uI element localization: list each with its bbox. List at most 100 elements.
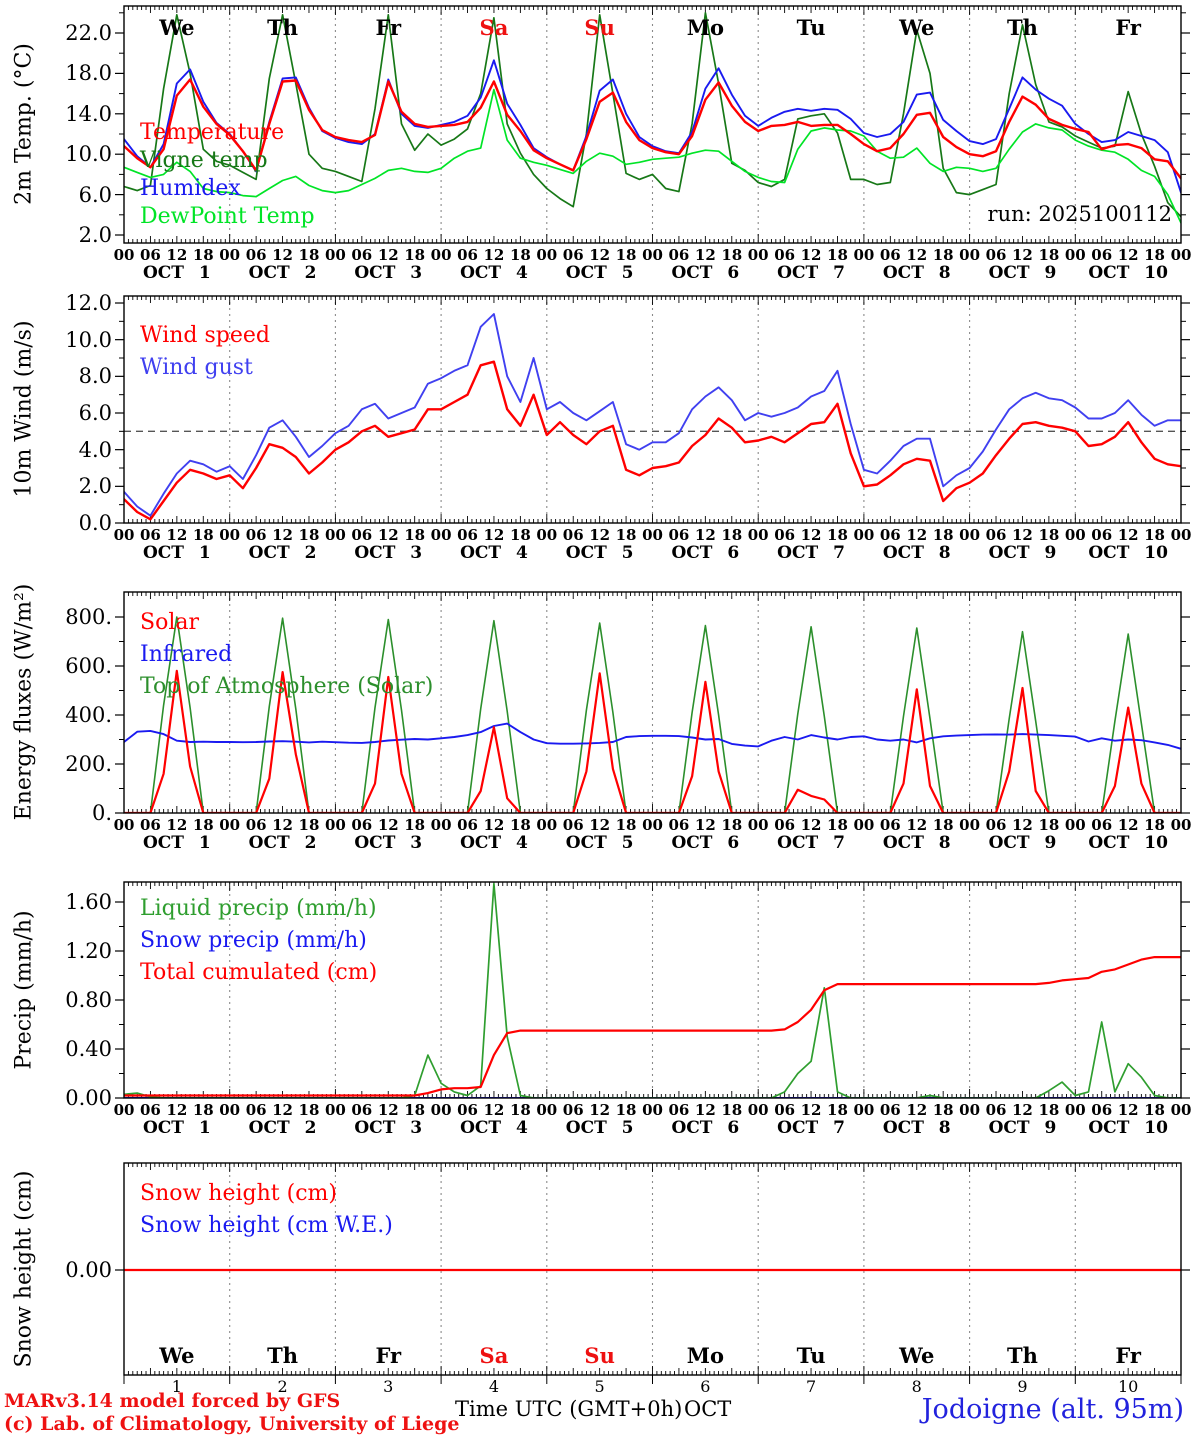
hour-label: 18	[1144, 526, 1165, 544]
hour-label: 12	[1117, 246, 1139, 264]
hour-label: 18	[721, 526, 743, 544]
ytick-label-temperature: 18.0	[65, 61, 112, 86]
day-name-top: We	[899, 15, 935, 40]
hour-label: 18	[509, 816, 531, 834]
hour-label: 12	[377, 526, 399, 544]
hour-label: 06	[562, 526, 584, 544]
day-name-bottom: Tu	[796, 1343, 826, 1368]
ytick-label-wind: 2.0	[78, 474, 112, 499]
hour-label: 18	[298, 246, 320, 264]
hour-label: 12	[694, 246, 716, 264]
legend-top-of-atmosphere-solar-: Top of Atmosphere (Solar)	[140, 674, 434, 699]
hour-label: 06	[562, 816, 584, 834]
day-name-bottom: We	[159, 1343, 195, 1368]
hour-label: 18	[827, 816, 848, 834]
hour-label: 18	[1038, 816, 1060, 834]
legend-snow-precip-mm-h-: Snow precip (mm/h)	[140, 928, 367, 953]
oct-day-label: OCT 4	[460, 263, 528, 283]
hour-label: 12	[906, 526, 928, 544]
hour-label: 12	[272, 816, 293, 834]
hour-label: 06	[774, 1101, 796, 1119]
day-number: 8	[911, 1377, 922, 1396]
hour-label: 12	[1117, 816, 1139, 834]
ytick-label-energy: 400.	[65, 703, 112, 727]
hour-label: 00	[536, 246, 558, 264]
hour-label: 06	[139, 526, 161, 544]
hour-label: 18	[1144, 816, 1165, 834]
hour-label: 18	[1038, 526, 1060, 544]
hour-label: 18	[932, 816, 954, 834]
hour-label: 00	[536, 816, 558, 834]
hour-label: 06	[351, 816, 373, 834]
footer-month-label: OCT	[684, 1397, 732, 1421]
day-name-top: Th	[1006, 15, 1038, 40]
footer-model-line2: (c) Lab. of Climatology, University of L…	[4, 1413, 460, 1435]
hour-label: 00	[430, 246, 452, 264]
hour-label: 00	[959, 526, 981, 544]
hour-label: 06	[1091, 816, 1113, 834]
hour-label: 18	[932, 526, 954, 544]
hour-label: 00	[536, 526, 558, 544]
hour-label: 12	[800, 246, 822, 264]
oct-day-label: OCT 5	[565, 833, 634, 853]
series-line-vigne-temp	[124, 11, 1181, 218]
hour-label: 18	[615, 1101, 637, 1119]
oct-day-label: OCT 6	[671, 833, 740, 853]
hour-label: 00	[430, 1101, 452, 1119]
hour-label: 00	[324, 246, 346, 264]
hour-label: 06	[139, 816, 161, 834]
series-line-wind-speed	[124, 360, 1181, 521]
day-number: 5	[594, 1377, 605, 1396]
day-name-bottom: Su	[584, 1343, 615, 1368]
hour-label: 06	[1091, 526, 1113, 544]
hour-label: 18	[192, 1101, 214, 1119]
hour-label: 06	[879, 526, 901, 544]
hour-label: 18	[1144, 246, 1165, 264]
day-number: 2	[277, 1377, 288, 1396]
day-number: 3	[383, 1377, 394, 1396]
hour-label: 06	[139, 1101, 161, 1119]
hour-label: 06	[668, 246, 690, 264]
hour-label: 18	[827, 526, 848, 544]
hour-label: 06	[879, 816, 901, 834]
hour-label: 06	[245, 246, 267, 264]
hour-label: 18	[615, 246, 637, 264]
hour-label: 06	[668, 816, 690, 834]
hour-label: 00	[853, 246, 875, 264]
day-name-top: Fr	[375, 15, 402, 40]
hour-label: 06	[985, 526, 1007, 544]
legend-dewpoint-temp: DewPoint Temp	[140, 204, 315, 229]
hour-label: 18	[298, 526, 320, 544]
legend-humidex: Humidex	[140, 176, 241, 201]
hour-label: 18	[509, 526, 531, 544]
oct-day-label: OCT 4	[460, 1118, 528, 1138]
hour-label: 06	[985, 1101, 1007, 1119]
ytick-label-energy: 800.	[65, 605, 112, 629]
ytick-label-wind: 8.0	[78, 364, 112, 389]
hour-label: 12	[1012, 1101, 1033, 1119]
oct-day-label: OCT 1	[142, 543, 211, 563]
series-line-solar	[124, 669, 1181, 813]
hour-label: 06	[139, 246, 161, 264]
hour-label: 06	[457, 246, 478, 264]
hour-label: 00	[1064, 816, 1086, 834]
oct-day-label: OCT 9	[988, 263, 1057, 283]
hour-label: 18	[298, 816, 320, 834]
hour-label: 06	[985, 816, 1007, 834]
legend-wind-gust: Wind gust	[140, 355, 253, 380]
hour-label: 06	[457, 526, 478, 544]
day-name-bottom: Sa	[479, 1343, 509, 1368]
hour-label: 12	[589, 526, 611, 544]
hour-label: 12	[589, 816, 611, 834]
day-name-bottom: We	[899, 1343, 935, 1368]
ytick-label-precip: 1.20	[65, 939, 112, 963]
hour-label: 00	[642, 1101, 663, 1119]
hour-label: 00	[1064, 1101, 1086, 1119]
hour-label: 12	[166, 816, 188, 834]
hour-label: 12	[800, 816, 822, 834]
oct-day-label: OCT 4	[460, 543, 528, 563]
hour-label: 06	[774, 816, 796, 834]
hour-label: 18	[298, 1101, 320, 1119]
hour-label: 12	[906, 816, 928, 834]
